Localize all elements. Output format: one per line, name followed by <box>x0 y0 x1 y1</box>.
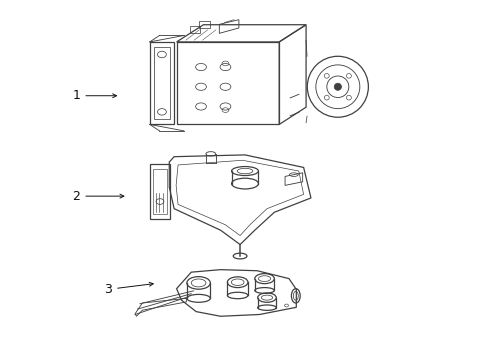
Bar <box>190 26 200 33</box>
Ellipse shape <box>334 83 342 90</box>
Text: 3: 3 <box>104 282 153 296</box>
Bar <box>199 21 210 28</box>
Text: 2: 2 <box>73 190 124 203</box>
Text: 1: 1 <box>73 89 117 102</box>
